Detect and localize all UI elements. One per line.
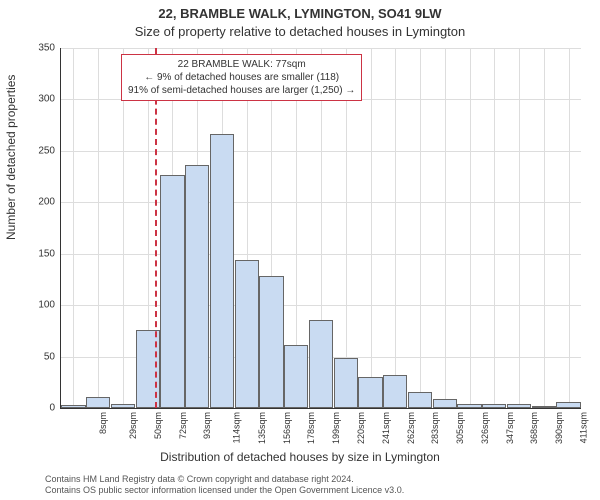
y-tick-label: 300 xyxy=(23,94,55,105)
gridline-v xyxy=(395,48,396,408)
x-tick-label: 72sqm xyxy=(178,412,188,439)
highlight-vline xyxy=(155,48,157,408)
info-line-smaller: ← 9% of detached houses are smaller (118… xyxy=(128,71,355,84)
gridline-v xyxy=(73,48,74,408)
x-tick-label: 241sqm xyxy=(381,412,391,444)
y-axis-label: Number of detached properties xyxy=(4,75,18,240)
y-tick-label: 150 xyxy=(23,248,55,259)
histogram-bar xyxy=(235,260,259,408)
histogram-bar xyxy=(111,404,135,408)
x-tick-label: 199sqm xyxy=(331,412,341,444)
x-tick-label: 368sqm xyxy=(529,412,539,444)
x-tick-label: 305sqm xyxy=(455,412,465,444)
histogram-bar xyxy=(185,165,209,408)
gridline-v xyxy=(420,48,421,408)
gridline-v xyxy=(569,48,570,408)
x-tick-label: 29sqm xyxy=(128,412,138,439)
x-tick-label: 156sqm xyxy=(282,412,292,444)
histogram-bar xyxy=(210,134,234,408)
histogram-bar xyxy=(556,402,580,408)
x-tick-label: 220sqm xyxy=(356,412,366,444)
x-axis-caption: Distribution of detached houses by size … xyxy=(0,450,600,464)
x-tick-label: 178sqm xyxy=(307,412,317,444)
highlight-info-box: 22 BRAMBLE WALK: 77sqm ← 9% of detached … xyxy=(121,54,362,101)
info-line-larger: 91% of semi-detached houses are larger (… xyxy=(128,84,355,97)
y-tick-label: 50 xyxy=(23,351,55,362)
histogram-bar xyxy=(457,404,481,408)
x-tick-label: 326sqm xyxy=(480,412,490,444)
gridline-v xyxy=(98,48,99,408)
chart-title-desc: Size of property relative to detached ho… xyxy=(0,24,600,39)
histogram-bar xyxy=(309,320,333,408)
y-tick-label: 350 xyxy=(23,43,55,54)
gridline-v xyxy=(346,48,347,408)
histogram-bar xyxy=(408,392,432,408)
y-tick-label: 100 xyxy=(23,300,55,311)
histogram-bar xyxy=(482,404,506,408)
y-tick-label: 250 xyxy=(23,145,55,156)
x-tick-label: 390sqm xyxy=(554,412,564,444)
x-tick-label: 114sqm xyxy=(232,412,242,443)
histogram-bar xyxy=(507,404,531,408)
info-line-size: 22 BRAMBLE WALK: 77sqm xyxy=(128,58,355,71)
histogram-bar xyxy=(334,358,358,408)
x-tick-label: 8sqm xyxy=(98,412,108,434)
gridline-v xyxy=(494,48,495,408)
chart-plot-area: 0501001502002503003508sqm29sqm50sqm72sqm… xyxy=(60,48,581,409)
x-tick-label: 347sqm xyxy=(505,412,515,444)
gridline-v xyxy=(544,48,545,408)
histogram-bar xyxy=(532,406,556,408)
gridline-v xyxy=(123,48,124,408)
x-tick-label: 135sqm xyxy=(257,412,267,444)
y-tick-label: 0 xyxy=(23,403,55,414)
histogram-bar xyxy=(86,397,110,408)
footer-line2: Contains OS public sector information li… xyxy=(45,485,404,496)
x-tick-label: 50sqm xyxy=(153,412,163,439)
histogram-bar xyxy=(61,405,85,408)
x-tick-label: 262sqm xyxy=(406,412,416,444)
histogram-bar xyxy=(433,399,457,408)
footer-line1: Contains HM Land Registry data © Crown c… xyxy=(45,474,404,485)
y-tick-label: 200 xyxy=(23,197,55,208)
gridline-v xyxy=(371,48,372,408)
histogram-bar xyxy=(259,276,283,408)
histogram-bar xyxy=(358,377,382,408)
footer-attribution: Contains HM Land Registry data © Crown c… xyxy=(45,474,404,497)
x-tick-label: 283sqm xyxy=(430,412,440,444)
histogram-bar xyxy=(284,345,308,408)
x-tick-label: 411sqm xyxy=(578,412,588,443)
x-tick-label: 93sqm xyxy=(202,412,212,439)
gridline-v xyxy=(519,48,520,408)
gridline-v xyxy=(445,48,446,408)
histogram-bar xyxy=(383,375,407,408)
chart-title-address: 22, BRAMBLE WALK, LYMINGTON, SO41 9LW xyxy=(0,6,600,21)
gridline-v xyxy=(470,48,471,408)
histogram-bar xyxy=(160,175,184,408)
